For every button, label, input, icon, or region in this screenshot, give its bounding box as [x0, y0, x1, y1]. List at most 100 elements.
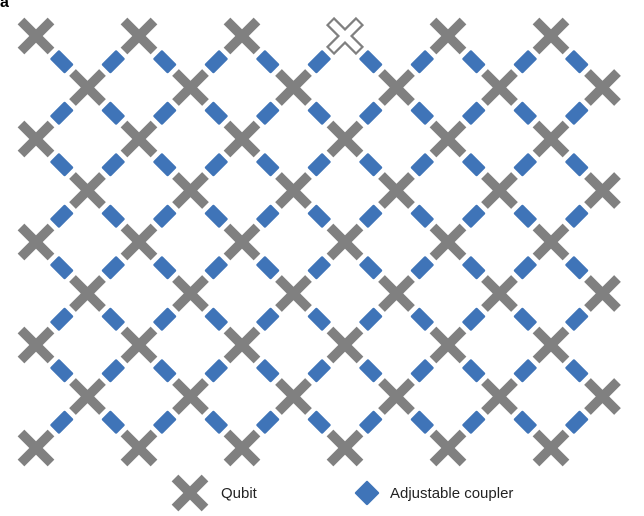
qubit: [69, 69, 106, 106]
qubit: [326, 326, 364, 364]
qubit: [378, 378, 415, 415]
coupler: [50, 204, 74, 228]
qubit: [378, 172, 415, 209]
qubit: [532, 120, 570, 158]
coupler: [359, 359, 383, 383]
coupler: [204, 359, 228, 383]
coupler: [307, 256, 331, 280]
coupler: [101, 204, 125, 228]
qubit-layer: [17, 16, 621, 467]
coupler: [204, 50, 228, 74]
qubit: [223, 223, 261, 261]
coupler: [565, 50, 589, 74]
coupler: [359, 204, 383, 228]
qubit: [584, 172, 621, 209]
coupler: [359, 50, 383, 74]
coupler: [204, 204, 228, 228]
coupler: [462, 410, 486, 434]
qubit: [223, 326, 261, 364]
legend-qubit-icon: [171, 474, 209, 512]
qubit: [69, 378, 106, 415]
coupler: [359, 101, 383, 125]
missing-qubit: [325, 16, 365, 56]
legend-qubit-label: Qubit: [221, 485, 257, 502]
coupler: [462, 359, 486, 383]
coupler: [204, 256, 228, 280]
coupler: [256, 410, 280, 434]
coupler: [153, 410, 177, 434]
qubit: [275, 69, 312, 106]
coupler: [462, 204, 486, 228]
coupler: [256, 307, 280, 331]
qubit: [532, 223, 570, 261]
qubit: [429, 17, 467, 55]
coupler: [101, 410, 125, 434]
coupler: [462, 101, 486, 125]
qubit: [120, 120, 158, 158]
coupler: [513, 359, 537, 383]
coupler: [513, 256, 537, 280]
qubit: [120, 17, 158, 55]
coupler: [565, 307, 589, 331]
coupler: [410, 359, 434, 383]
coupler: [462, 50, 486, 74]
coupler: [462, 307, 486, 331]
qubit: [120, 326, 158, 364]
coupler: [204, 410, 228, 434]
qubit: [172, 378, 209, 415]
coupler: [50, 410, 74, 434]
coupler: [153, 307, 177, 331]
coupler: [153, 359, 177, 383]
coupler: [307, 307, 331, 331]
coupler: [153, 153, 177, 177]
coupler: [307, 410, 331, 434]
qubit: [532, 326, 570, 364]
coupler: [153, 50, 177, 74]
qubit: [17, 223, 55, 261]
qubit: [584, 275, 621, 312]
qubit: [69, 275, 106, 312]
qubit: [481, 275, 518, 312]
coupler: [50, 50, 74, 74]
qubit: [275, 172, 312, 209]
qubit: [223, 429, 261, 467]
coupler: [101, 307, 125, 331]
coupler: [204, 101, 228, 125]
coupler: [101, 50, 125, 74]
coupler: [462, 256, 486, 280]
coupler: [256, 50, 280, 74]
qubit: [275, 378, 312, 415]
legend: [171, 474, 380, 512]
qubit: [17, 429, 55, 467]
coupler: [410, 307, 434, 331]
coupler: [101, 153, 125, 177]
coupler: [513, 50, 537, 74]
qubit: [223, 17, 261, 55]
qubit: [172, 172, 209, 209]
coupler: [565, 256, 589, 280]
coupler: [307, 50, 331, 74]
qubit: [481, 172, 518, 209]
qubit: [378, 69, 415, 106]
coupler: [359, 307, 383, 331]
qubit: [326, 120, 364, 158]
legend-coupler-icon: [354, 480, 380, 506]
coupler: [101, 101, 125, 125]
coupler: [359, 153, 383, 177]
coupler-layer: [50, 50, 589, 434]
coupler: [153, 256, 177, 280]
qubit: [326, 223, 364, 261]
coupler: [513, 101, 537, 125]
coupler: [565, 101, 589, 125]
coupler: [307, 204, 331, 228]
qubit: [275, 275, 312, 312]
coupler: [50, 101, 74, 125]
coupler: [153, 204, 177, 228]
coupler: [410, 50, 434, 74]
coupler: [565, 204, 589, 228]
qubit: [223, 120, 261, 158]
qubit: [120, 223, 158, 261]
coupler: [410, 256, 434, 280]
coupler: [204, 153, 228, 177]
legend-coupler-label: Adjustable coupler: [390, 485, 514, 502]
